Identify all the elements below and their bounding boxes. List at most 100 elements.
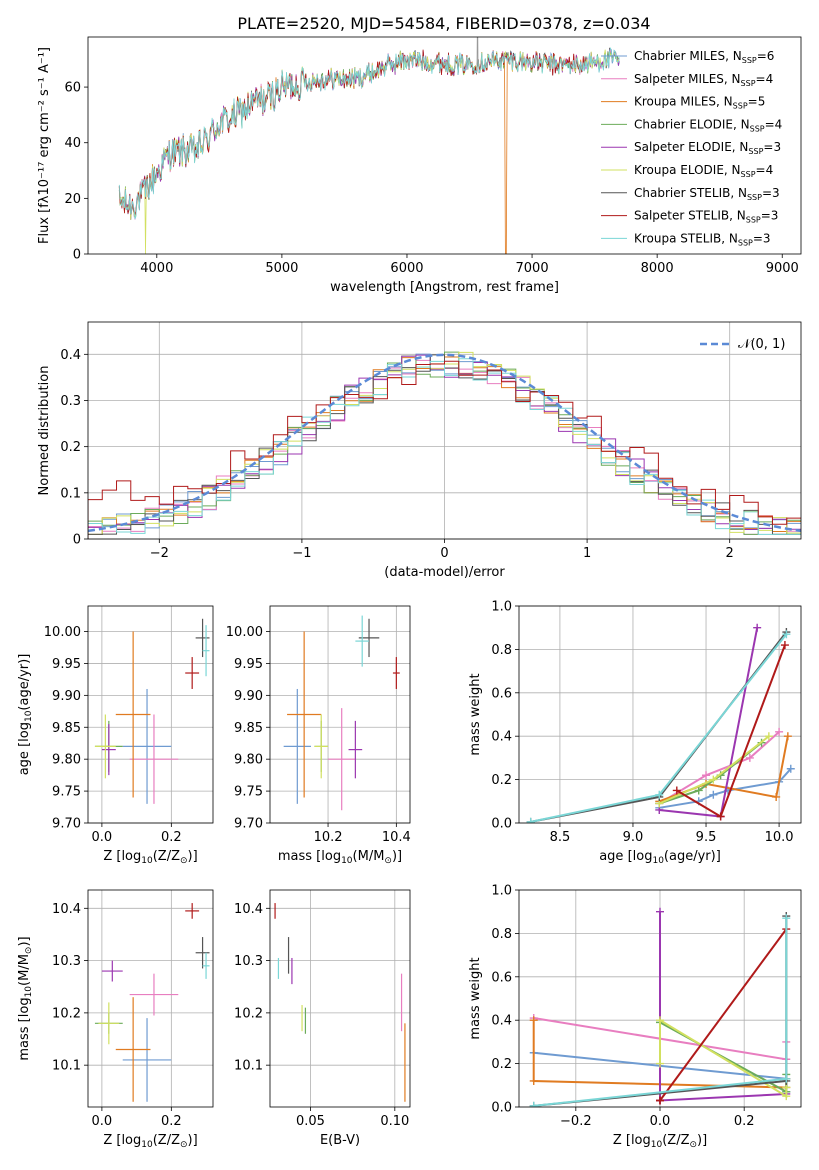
- x-axis-label: age [log10​(age/yr)]: [599, 849, 721, 866]
- y-tick-label: 10.4: [234, 902, 263, 917]
- legend-entry: Chabrier MILES, NSSP=6: [634, 49, 774, 65]
- legend-entry: Salpeter STELIB, NSSP=3: [634, 209, 778, 225]
- data-point: [202, 625, 210, 677]
- weight-marker: [702, 771, 711, 780]
- y-tick-label: 10.00: [226, 625, 263, 640]
- x-tick-label: 9000: [766, 261, 799, 276]
- data-point: [348, 720, 363, 779]
- weight-marker: [529, 1101, 538, 1107]
- x-tick-label: −2: [150, 546, 169, 561]
- weight-marker: [656, 907, 664, 916]
- y-tick-label: 0.6: [491, 970, 512, 985]
- x-tick-label: −1: [292, 546, 311, 561]
- x-tick-label: 10.0: [765, 830, 794, 845]
- axes-frame: [269, 605, 411, 824]
- plot-area-massweight_vs_Z: [529, 907, 791, 1107]
- weight-marker: [782, 1092, 791, 1101]
- y-tick-label: 0.4: [60, 348, 81, 363]
- plot-area-spectrum: [118, 37, 620, 254]
- axes-spectrum: 4000 5000 6000 7000 8000 9000 0 20 40 60 wavelengt…: [37, 36, 802, 295]
- y-tick-label: 60: [64, 81, 81, 96]
- x-tick-label: 8.5: [550, 830, 571, 845]
- x-tick-label: 0.2: [161, 1114, 182, 1129]
- x-tick-label: −0.2: [560, 1114, 592, 1129]
- plot-area-age_vs_Z: [94, 618, 210, 804]
- emission-line: [476, 37, 479, 65]
- plot-area-mass_vs_Z: [94, 903, 210, 1102]
- y-tick-label: 0.4: [491, 730, 512, 745]
- y-tick-label: 9.70: [234, 817, 263, 832]
- data-point: [314, 714, 329, 779]
- weight-marker: [782, 1074, 791, 1083]
- axes-frame: [87, 605, 214, 824]
- axes-massweight_vs_age: 8.5 9.0 9.5 10.0 0.0 0.2 0.4 0.6 0.8 1.0 age [log1…: [468, 600, 802, 866]
- y-tick-label: 40: [64, 136, 81, 151]
- x-tick-label: 0.2: [161, 830, 182, 845]
- histogram-series: [88, 358, 801, 539]
- spectrum-legend: Chabrier MILES, NSSP=6 Salpeter MILES, NS…: [601, 49, 782, 247]
- x-tick-label: 9.5: [696, 830, 717, 845]
- axes-frame: [87, 36, 802, 255]
- x-tick-label: 0.0: [92, 1114, 113, 1129]
- y-tick-label: 10.1: [52, 1059, 81, 1074]
- axes-mass_vs_ebv: 0.05 0.10 10.1 10.2 10.3 10.4 E(B-V): [234, 889, 411, 1148]
- axes-mass_vs_Z: 0.0 0.2 10.1 10.2 10.3 10.4 Z [log10​(Z/Z⊙​)] m…: [17, 889, 214, 1150]
- x-tick-label: 6000: [390, 261, 423, 276]
- spectrum-series-line: [118, 46, 620, 219]
- legend-entry: Chabrier STELIB, NSSP=3: [634, 186, 780, 202]
- x-tick-label: 0.2: [734, 1114, 755, 1129]
- data-point: [392, 657, 400, 689]
- weight-series: [656, 1016, 791, 1101]
- plot-area-mass_vs_ebv: [274, 903, 406, 1102]
- y-tick-label: 10.3: [234, 954, 263, 969]
- x-tick-label: 0.0: [92, 830, 113, 845]
- y-axis-label: mass weight: [468, 957, 483, 1039]
- legend-entry: Salpeter MILES, NSSP=4: [634, 72, 773, 88]
- y-tick-label: 9.75: [234, 785, 263, 800]
- y-tick-label: 0.6: [491, 686, 512, 701]
- y-tick-label: 9.95: [234, 657, 263, 672]
- legend-entry: Kroupa STELIB, NSSP=3: [634, 231, 771, 247]
- y-axis-label: mass weight: [468, 673, 483, 755]
- weight-marker: [709, 790, 718, 799]
- weight-marker: [783, 732, 792, 741]
- y-tick-label: 0.2: [60, 440, 81, 455]
- legend-entry: Kroupa ELODIE, NSSP=4: [634, 163, 773, 179]
- x-tick-label: 1: [583, 546, 591, 561]
- weight-marker: [780, 641, 789, 650]
- data-point: [185, 903, 200, 919]
- data-point: [129, 714, 179, 804]
- weight-marker: [775, 727, 784, 736]
- y-tick-label: 1.0: [491, 884, 512, 899]
- weight-marker: [655, 790, 664, 799]
- weight-marker: [656, 1059, 664, 1068]
- gaussian-curve: [88, 353, 801, 533]
- weight-series: [672, 641, 789, 821]
- x-tick-label: 9.0: [623, 830, 644, 845]
- legend-entry: Chabrier ELODIE, NSSP=4: [634, 117, 782, 133]
- weight-marker: [672, 786, 681, 795]
- x-axis-label: (data-model)/error: [384, 565, 505, 580]
- legend-entry: Kroupa MILES, NSSP=5: [634, 95, 765, 111]
- weight-marker: [656, 1096, 664, 1105]
- axes-residuals: −2 −1 0 1 2 0 0.1 0.2 0.3 0.4 (data-model)/error No…: [37, 321, 802, 580]
- y-tick-label: 9.80: [52, 753, 81, 768]
- data-point: [283, 688, 311, 804]
- x-tick-label: 10.2: [314, 830, 343, 845]
- data-point: [98, 1002, 120, 1045]
- y-tick-label: 0.0: [491, 817, 512, 832]
- axes-frame: [518, 889, 802, 1108]
- x-tick-label: 8000: [641, 261, 674, 276]
- weight-marker: [753, 623, 762, 632]
- y-tick-label: 10.4: [52, 902, 81, 917]
- data-point: [94, 714, 116, 779]
- weight-marker: [656, 1016, 664, 1025]
- y-tick-label: 9.90: [52, 689, 81, 704]
- legend-entry: Salpeter ELODIE, NSSP=3: [634, 140, 781, 156]
- y-tick-label: 1.0: [491, 600, 512, 615]
- y-tick-label: 9.85: [234, 721, 263, 736]
- x-tick-label: 0.0: [650, 1114, 671, 1129]
- y-tick-label: 0.2: [491, 773, 512, 788]
- x-tick-label: 7000: [516, 261, 549, 276]
- weight-series: [526, 630, 791, 823]
